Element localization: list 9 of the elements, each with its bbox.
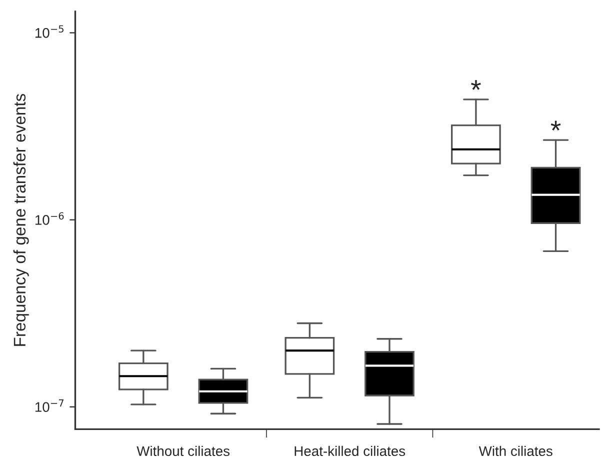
x-tick-label: Without ciliates [136,446,230,456]
x-tick-label: With ciliates [478,446,552,456]
x-tick-label: Heat-killed ciliates [294,446,406,456]
annotation: * [550,120,561,130]
y-tick-label: 10$^{−7}$ [35,399,64,412]
annotation: * [470,80,481,90]
y-axis-title: Frequency of gene transfer events [13,94,29,346]
y-tick-label: 10$^{−6}$ [35,212,64,225]
y-tick-label: 10$^{−5}$ [35,25,64,38]
